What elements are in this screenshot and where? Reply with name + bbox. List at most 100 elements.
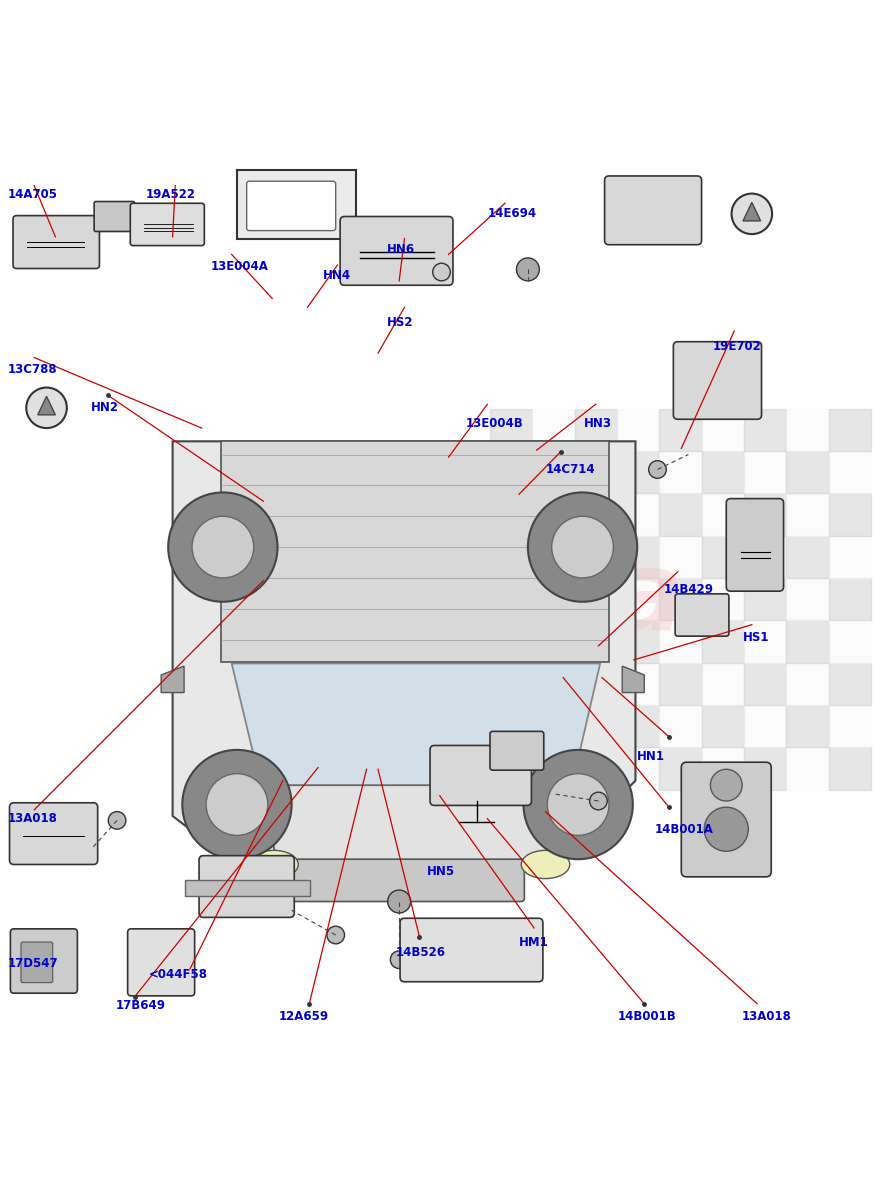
Bar [532, 704, 575, 748]
Bar [617, 620, 660, 662]
Bar [743, 704, 786, 748]
Bar [575, 535, 617, 578]
Bar [617, 451, 660, 493]
FancyBboxPatch shape [94, 202, 135, 232]
Circle shape [711, 769, 742, 802]
Polygon shape [221, 442, 609, 661]
Circle shape [552, 516, 614, 578]
FancyBboxPatch shape [682, 762, 771, 877]
Text: 14C714: 14C714 [546, 463, 595, 476]
Bar [532, 748, 575, 790]
Bar [575, 620, 617, 662]
Bar [660, 451, 702, 493]
Circle shape [206, 774, 268, 835]
Bar [743, 493, 786, 535]
FancyBboxPatch shape [430, 745, 532, 805]
Bar [786, 662, 828, 704]
Circle shape [547, 774, 609, 835]
Bar [660, 704, 702, 748]
Circle shape [524, 750, 633, 859]
Text: 13E004A: 13E004A [210, 260, 268, 274]
Ellipse shape [250, 851, 298, 878]
Circle shape [327, 926, 344, 944]
Bar [490, 578, 532, 620]
Circle shape [168, 492, 277, 601]
Bar [532, 493, 575, 535]
FancyBboxPatch shape [726, 499, 783, 592]
Bar [617, 535, 660, 578]
Bar [660, 578, 702, 620]
Text: HS2: HS2 [387, 316, 413, 329]
Polygon shape [172, 442, 636, 860]
Bar [617, 662, 660, 704]
Bar [660, 409, 702, 451]
FancyBboxPatch shape [185, 881, 310, 896]
Bar [786, 748, 828, 790]
FancyBboxPatch shape [674, 342, 761, 419]
Bar [828, 409, 871, 451]
FancyBboxPatch shape [246, 181, 336, 230]
Bar [786, 493, 828, 535]
Bar [490, 535, 532, 578]
FancyBboxPatch shape [340, 216, 453, 286]
FancyBboxPatch shape [21, 942, 53, 983]
Bar [660, 662, 702, 704]
FancyBboxPatch shape [128, 929, 194, 996]
Bar [786, 451, 828, 493]
Circle shape [705, 808, 748, 851]
Bar [702, 493, 743, 535]
FancyBboxPatch shape [675, 594, 728, 636]
Text: 14E694: 14E694 [487, 208, 537, 221]
Circle shape [517, 258, 540, 281]
Text: 14B429: 14B429 [664, 583, 713, 596]
Bar [743, 409, 786, 451]
Text: 13A018: 13A018 [741, 1009, 791, 1022]
Text: 13C788: 13C788 [8, 362, 57, 376]
Bar [828, 748, 871, 790]
Bar [660, 493, 702, 535]
Bar [743, 535, 786, 578]
Bar [660, 620, 702, 662]
Text: 13E004B: 13E004B [466, 418, 524, 430]
Circle shape [731, 193, 772, 234]
Text: 19A522: 19A522 [147, 188, 196, 200]
Bar [575, 493, 617, 535]
Bar [702, 451, 743, 493]
Bar [786, 704, 828, 748]
Bar [828, 662, 871, 704]
Bar [617, 578, 660, 620]
Polygon shape [38, 396, 56, 415]
Bar [743, 578, 786, 620]
Text: HN2: HN2 [91, 401, 118, 414]
FancyBboxPatch shape [605, 176, 702, 245]
Bar [575, 704, 617, 748]
Bar [617, 748, 660, 790]
Bar [786, 620, 828, 662]
Bar [490, 748, 532, 790]
Bar [490, 662, 532, 704]
FancyBboxPatch shape [288, 859, 525, 901]
Bar [743, 451, 786, 493]
Circle shape [590, 792, 608, 810]
Bar [490, 493, 532, 535]
Bar [532, 535, 575, 578]
Bar [617, 409, 660, 451]
Text: <044F58: <044F58 [149, 968, 208, 982]
Text: sondika: sondika [198, 546, 685, 654]
Bar [575, 662, 617, 704]
FancyBboxPatch shape [400, 918, 543, 982]
Ellipse shape [521, 851, 570, 878]
Bar [702, 578, 743, 620]
FancyBboxPatch shape [11, 929, 78, 994]
Bar [532, 409, 575, 451]
Text: HN1: HN1 [638, 750, 665, 763]
Text: 12A659: 12A659 [278, 1009, 328, 1022]
Bar [575, 451, 617, 493]
FancyBboxPatch shape [237, 169, 356, 239]
Circle shape [26, 388, 67, 428]
Bar [786, 535, 828, 578]
Polygon shape [231, 664, 600, 785]
Bar [702, 620, 743, 662]
Bar [660, 748, 702, 790]
Polygon shape [260, 785, 572, 869]
